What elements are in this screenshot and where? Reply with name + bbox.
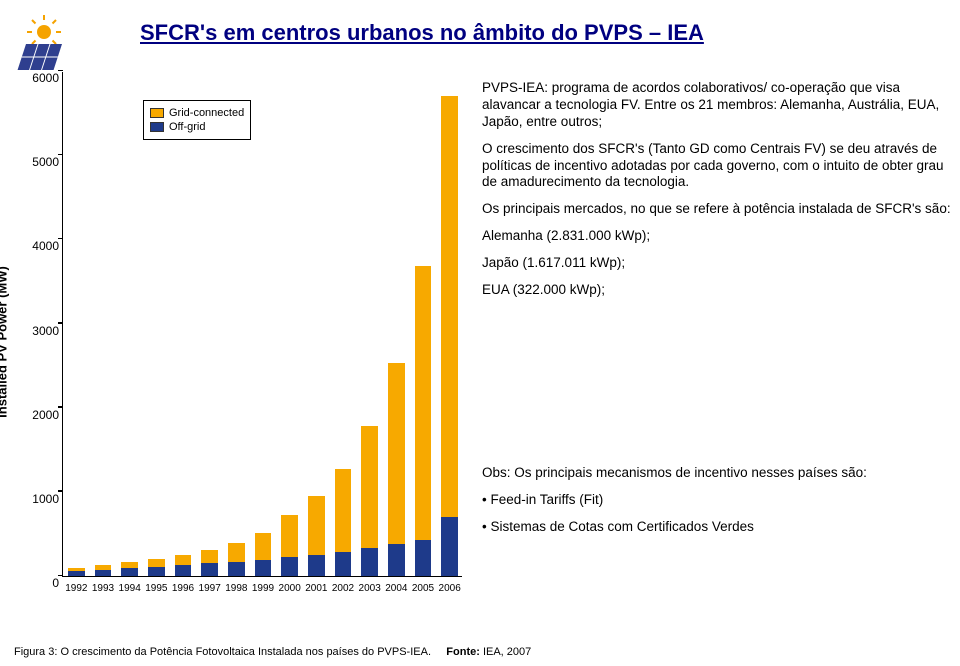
- bar-off-segment: [308, 555, 325, 576]
- bullet-2: • Sistemas de Cotas com Certificados Ver…: [482, 519, 954, 536]
- bar-off-segment: [175, 565, 192, 576]
- xtick-label: 2004: [385, 583, 407, 594]
- bar-off-segment: [415, 540, 432, 576]
- bar-1995: [148, 72, 165, 576]
- ytick-label: 1000: [21, 492, 59, 506]
- xtick-label: 1994: [119, 583, 141, 594]
- xtick-label: 2006: [439, 583, 461, 594]
- bar-1994: [121, 72, 138, 576]
- chart-plot: Grid-connected Off-grid 0100020003000400…: [62, 72, 462, 577]
- ytick-label: 6000: [21, 71, 59, 85]
- xtick-label: 1997: [199, 583, 221, 594]
- xtick-label: 2001: [305, 583, 327, 594]
- xtick-label: 2005: [412, 583, 434, 594]
- bar-off-segment: [281, 557, 298, 576]
- bar-off-segment: [335, 552, 352, 576]
- bar-1998: [228, 72, 245, 576]
- ytick-mark: [58, 70, 63, 72]
- bar-2001: [308, 72, 325, 576]
- para-1: PVPS-IEA: programa de acordos colaborati…: [482, 80, 954, 131]
- xtick-label: 1995: [145, 583, 167, 594]
- ytick-mark: [58, 490, 63, 492]
- bar-off-segment: [148, 567, 165, 576]
- caption-src-label: Fonte:: [446, 646, 480, 658]
- bar-2005: [415, 72, 432, 576]
- ytick-label: 3000: [21, 324, 59, 338]
- xtick-label: 1992: [65, 583, 87, 594]
- para-3: Os principais mercados, no que se refere…: [482, 201, 954, 218]
- bar-1997: [201, 72, 218, 576]
- xtick-label: 1996: [172, 583, 194, 594]
- bar-1993: [95, 72, 112, 576]
- caption-fig: Figura 3: O crescimento da Potência Foto…: [14, 646, 431, 658]
- xtick-label: 1998: [225, 583, 247, 594]
- xtick-label: 1993: [92, 583, 114, 594]
- market-3: EUA (322.000 kWp);: [482, 282, 954, 299]
- xtick-label: 2000: [279, 583, 301, 594]
- bar-grid-segment: [441, 96, 458, 576]
- bar-off-segment: [228, 562, 245, 576]
- bar-grid-segment: [415, 266, 432, 576]
- caption-src-val: IEA, 2007: [483, 646, 531, 658]
- text-block-1: PVPS-IEA: programa de acordos colaborati…: [482, 80, 954, 309]
- ytick-mark: [58, 322, 63, 324]
- bar-2004: [388, 72, 405, 576]
- ytick-label: 5000: [21, 155, 59, 169]
- bar-off-segment: [201, 563, 218, 576]
- xtick-label: 1999: [252, 583, 274, 594]
- bar-2000: [281, 72, 298, 576]
- bar-off-segment: [441, 517, 458, 576]
- yaxis-label: Installed PV Power (MW): [0, 266, 10, 418]
- bar-2003: [361, 72, 378, 576]
- page-title: SFCR's em centros urbanos no âmbito do P…: [140, 20, 704, 46]
- bar-off-segment: [361, 548, 378, 576]
- figure-caption: Figura 3: O crescimento da Potência Foto…: [14, 646, 531, 658]
- bar-1996: [175, 72, 192, 576]
- xtick-label: 2003: [359, 583, 381, 594]
- bullet-1: • Feed-in Tariffs (Fit): [482, 492, 954, 509]
- xtick-label: 2002: [332, 583, 354, 594]
- bar-off-segment: [255, 560, 272, 576]
- text-block-2: Obs: Os principais mecanismos de incenti…: [482, 465, 954, 546]
- ytick-mark: [58, 575, 63, 577]
- bar-2006: [441, 72, 458, 576]
- bar-off-segment: [388, 544, 405, 576]
- bar-2002: [335, 72, 352, 576]
- ytick-label: 0: [21, 576, 59, 590]
- ytick-mark: [58, 406, 63, 408]
- ytick-label: 4000: [21, 239, 59, 253]
- pv-power-chart: Installed PV Power (MW) Grid-connected O…: [10, 62, 480, 622]
- bar-off-segment: [68, 571, 85, 576]
- para-2: O crescimento dos SFCR's (Tanto GD como …: [482, 141, 954, 192]
- bar-1999: [255, 72, 272, 576]
- bar-off-segment: [95, 570, 112, 576]
- para-4: Obs: Os principais mecanismos de incenti…: [482, 465, 954, 482]
- ytick-mark: [58, 238, 63, 240]
- ytick-label: 2000: [21, 408, 59, 422]
- market-2: Japão (1.617.011 kWp);: [482, 255, 954, 272]
- market-1: Alemanha (2.831.000 kWp);: [482, 228, 954, 245]
- ytick-mark: [58, 154, 63, 156]
- bar-off-segment: [121, 568, 138, 576]
- bar-1992: [68, 72, 85, 576]
